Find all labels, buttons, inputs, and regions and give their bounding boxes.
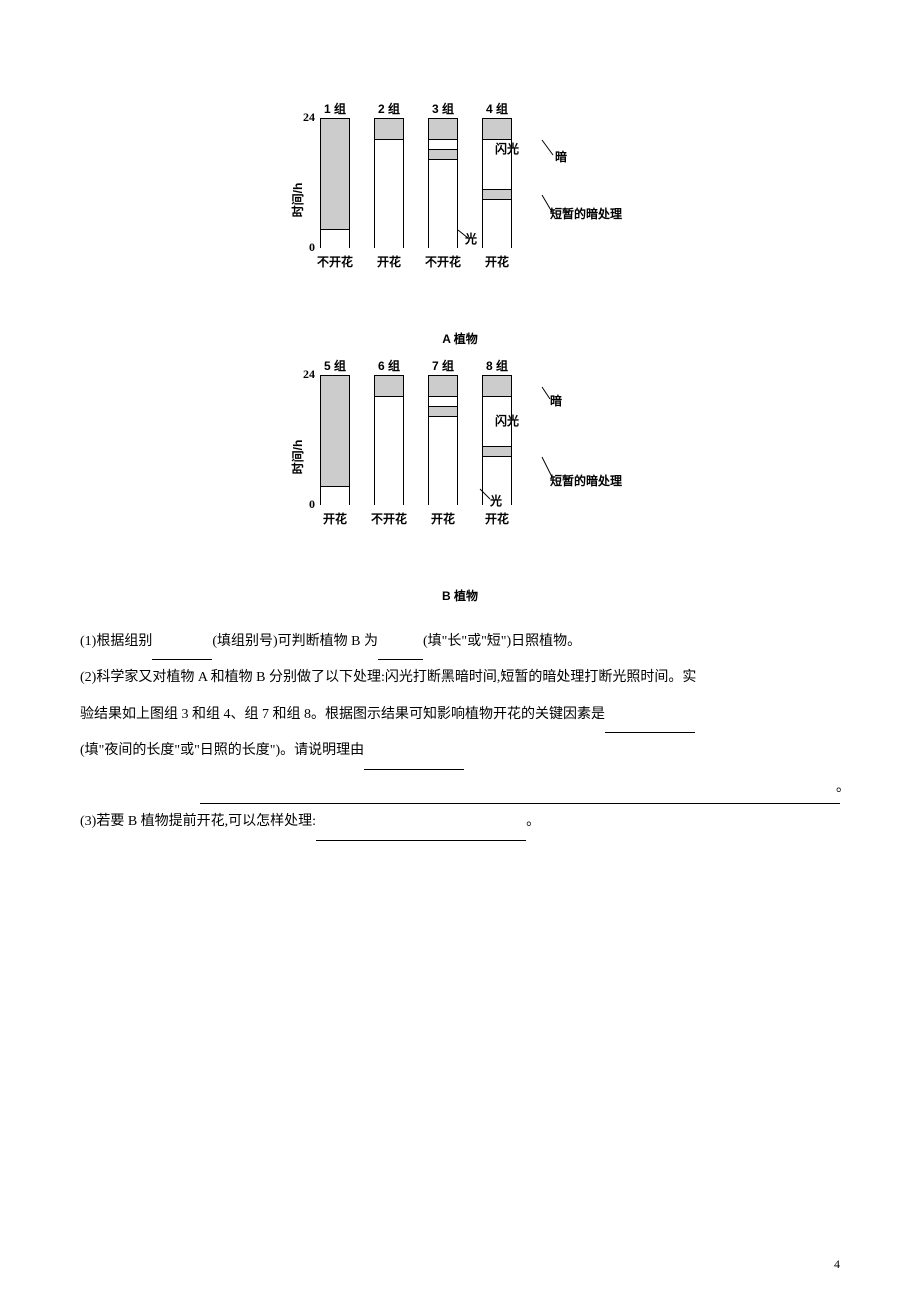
y-tick-24-a: 24 [295, 110, 315, 125]
y-tick-0-a: 0 [295, 240, 315, 255]
bar [482, 375, 512, 505]
result-label: 开花 [315, 510, 355, 527]
ann-light-a: 光 [465, 230, 477, 247]
bar [482, 118, 512, 248]
bar-segment [429, 396, 457, 406]
q1-pre: (1)根据组别 [80, 634, 152, 649]
group-label: 2 组 [374, 100, 404, 117]
q2c: (填"夜间的长度"或"日照的长度")。请说明理由 [80, 733, 840, 769]
q2-blank2 [364, 753, 464, 770]
bars-row-b: 5 组开花6 组不开花7 组开花8 组开花 [320, 375, 512, 505]
q2-line1b: 验结果如上图组 3 和组 4、组 7 和组 8。根据图示结果可知影响植物开花的关… [80, 707, 605, 722]
result-label: 不开花 [369, 510, 409, 527]
bar-segment [321, 376, 349, 486]
bar [428, 118, 458, 248]
bar-segment [429, 159, 457, 249]
plant-title-b: B 植物 [290, 587, 630, 604]
ann-dark-b: 暗 [550, 392, 562, 409]
ann-flash-a: 闪光 [495, 140, 519, 157]
q3-pre: (3)若要 B 植物提前开花,可以怎样处理: [80, 814, 316, 829]
bar-segment [429, 119, 457, 139]
questions: (1)根据组别 (填组别号)可判断植物 B 为 (填"长"或"短")日照植物。 (2… [80, 624, 840, 841]
bar-segment [429, 376, 457, 396]
bar-segment [483, 376, 511, 396]
q3: (3)若要 B 植物提前开花,可以怎样处理: 。 [80, 804, 840, 840]
result-label: 不开花 [315, 253, 355, 270]
bar-segment [321, 486, 349, 506]
ann-light-b: 光 [490, 492, 502, 509]
ann-flash-b: 闪光 [495, 412, 519, 429]
ann-brief-a: 短暂的暗处理 [550, 205, 622, 222]
bar-segment [375, 139, 403, 249]
ann-brief-b: 短暂的暗处理 [550, 472, 622, 489]
bars-row-a: 1 组不开花2 组开花3 组不开花4 组开花 [320, 118, 512, 248]
group-label: 3 组 [428, 100, 458, 117]
y-tick-0-b: 0 [295, 497, 315, 512]
bar-segment [483, 119, 511, 139]
bar-segment [483, 446, 511, 456]
q2-blank1 [605, 716, 695, 733]
result-label: 开花 [477, 510, 517, 527]
plant-title-a: A 植物 [290, 330, 630, 347]
q2-end: 。 [836, 770, 850, 806]
q1-blank1 [152, 644, 212, 661]
q1-blank2 [378, 644, 423, 661]
q2-line1a: (2)科学家又对植物 A 和植物 B 分别做了以下处理:闪光打断黑暗时间,短暂的… [80, 670, 696, 685]
q2: (2)科学家又对植物 A 和植物 B 分别做了以下处理:闪光打断黑暗时间,短暂的… [80, 660, 840, 696]
bar [374, 375, 404, 505]
y-axis-label-a: 时间/h [289, 183, 306, 218]
page-number: 4 [834, 1257, 840, 1272]
bar-segment [483, 199, 511, 249]
bar-segment [375, 396, 403, 506]
group-label: 7 组 [428, 357, 458, 374]
result-label: 不开花 [423, 253, 463, 270]
result-label: 开花 [369, 253, 409, 270]
y-axis-label-b: 时间/h [289, 440, 306, 475]
bar-segment [375, 119, 403, 139]
result-label: 开花 [477, 253, 517, 270]
y-tick-24-b: 24 [295, 367, 315, 382]
bar [320, 375, 350, 505]
q1: (1)根据组别 (填组别号)可判断植物 B 为 (填"长"或"短")日照植物。 [80, 624, 840, 660]
group-label: 5 组 [320, 357, 350, 374]
q3-post: 。 [526, 814, 540, 829]
q3-blank [316, 824, 526, 841]
group-label: 4 组 [482, 100, 512, 117]
bar [320, 118, 350, 248]
bar [428, 375, 458, 505]
chart-b: 时间/h 24 0 5 组开花6 组不开花7 组开花8 组开花 闪光 暗 光 短… [290, 357, 630, 557]
q2-longline [200, 788, 840, 805]
ann-dark-a: 暗 [555, 148, 567, 165]
bar-segment [321, 119, 349, 229]
q2-longline-row: 。 [80, 788, 840, 805]
q2-line2: (填"夜间的长度"或"日照的长度")。请说明理由 [80, 743, 364, 758]
bar-segment [321, 229, 349, 249]
group-label: 8 组 [482, 357, 512, 374]
group-label: 6 组 [374, 357, 404, 374]
bar-segment [375, 376, 403, 396]
q1-mid: (填组别号)可判断植物 B 为 [212, 634, 378, 649]
q2b: 验结果如上图组 3 和组 4、组 7 和组 8。根据图示结果可知影响植物开花的关… [80, 697, 840, 733]
chart-a: 时间/h 24 0 1 组不开花2 组开花3 组不开花4 组开花 闪光 暗 光 … [290, 100, 630, 300]
q1-post: (填"长"或"短")日照植物。 [423, 634, 581, 649]
bar-segment [483, 189, 511, 199]
bar-segment [429, 406, 457, 416]
group-label: 1 组 [320, 100, 350, 117]
bar-segment [429, 416, 457, 506]
result-label: 开花 [423, 510, 463, 527]
bar-segment [429, 139, 457, 149]
chart-area: 时间/h 24 0 1 组不开花2 组开花3 组不开花4 组开花 闪光 暗 光 … [290, 100, 630, 604]
bar [374, 118, 404, 248]
bar-segment [429, 149, 457, 159]
